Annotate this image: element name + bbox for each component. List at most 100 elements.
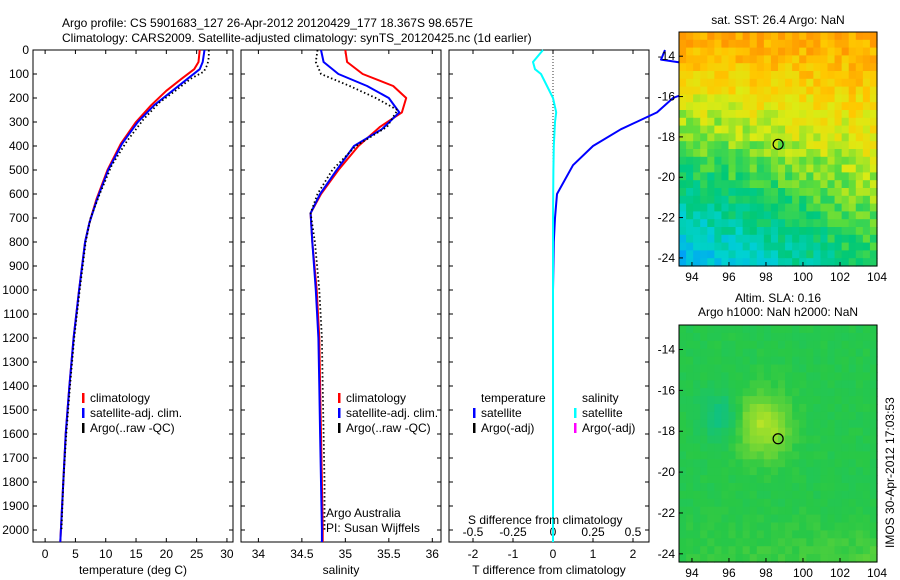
map-cell <box>735 55 744 64</box>
map-cell <box>841 538 850 547</box>
map-cell <box>806 242 814 251</box>
map-cell <box>686 396 694 405</box>
map-cell <box>714 483 723 492</box>
map-cell <box>742 467 751 476</box>
map-cell <box>778 203 786 212</box>
map-cell <box>686 380 694 389</box>
map-cell <box>756 411 765 421</box>
legend-label-climatology: climatology <box>346 391 406 405</box>
map-cell <box>686 78 694 88</box>
map-cell <box>820 451 829 460</box>
map-cell <box>735 451 744 460</box>
x-tick-label: 0 <box>42 547 49 561</box>
map-cell <box>820 39 829 49</box>
map-cell <box>693 242 701 251</box>
map-cell <box>770 164 779 173</box>
map-cell <box>728 133 737 142</box>
map-cell <box>848 388 857 397</box>
map-cell <box>770 133 779 142</box>
map-cell <box>721 435 730 445</box>
map-cell <box>693 149 701 158</box>
map-cell <box>700 149 708 158</box>
map-cell <box>742 227 751 236</box>
map-cell <box>749 86 758 95</box>
map-cell <box>827 332 836 342</box>
map-cell <box>785 435 793 445</box>
map-cell <box>820 475 829 484</box>
map-cell <box>735 141 744 150</box>
map-cell <box>735 63 744 72</box>
map-cell <box>862 419 871 429</box>
map-cell <box>749 195 758 205</box>
map-cell <box>799 404 807 413</box>
map-cell <box>700 55 708 64</box>
map-cell <box>820 102 829 111</box>
map-cell <box>770 372 779 381</box>
y-tick-label: 400 <box>9 139 29 153</box>
map-cell <box>749 483 758 492</box>
map-cell <box>869 149 878 158</box>
map-cell <box>834 404 843 413</box>
map-cell <box>848 404 857 413</box>
map-cell <box>770 340 779 350</box>
map-cell <box>707 325 715 334</box>
map-cell <box>820 149 829 158</box>
map-cell <box>778 234 786 244</box>
map-cell <box>813 47 822 56</box>
map-cell <box>806 459 814 468</box>
map-cell <box>792 388 800 397</box>
map-cell <box>827 55 836 64</box>
map-cell <box>806 149 814 158</box>
map-cell <box>735 372 744 381</box>
map-cell <box>686 411 694 421</box>
map-cell <box>806 451 814 460</box>
map-cell <box>686 55 694 64</box>
map-cell <box>855 203 864 212</box>
map-cell <box>714 506 723 516</box>
map-cell <box>700 554 708 563</box>
map-cell <box>721 498 730 508</box>
map-cell <box>714 86 723 95</box>
map-cell <box>686 71 694 80</box>
map-cell <box>693 211 701 220</box>
map-cell <box>721 380 730 389</box>
map-cell <box>785 490 793 500</box>
map-cell <box>848 94 857 103</box>
map-cell <box>756 63 765 72</box>
map-cell <box>728 498 737 508</box>
map-cell <box>735 211 744 220</box>
map-cell <box>799 356 807 366</box>
map-cell <box>742 538 751 547</box>
map-cell <box>813 475 822 484</box>
map-cell <box>749 172 758 181</box>
map-cell <box>869 86 878 95</box>
map-cell <box>848 156 857 166</box>
map-cell <box>763 404 772 413</box>
map-cell <box>763 475 772 484</box>
map-cell <box>778 172 786 181</box>
map-cell <box>679 443 687 452</box>
map-cell <box>827 443 836 452</box>
map-cell <box>848 117 857 127</box>
map-cell <box>742 234 751 244</box>
map-cell <box>869 467 878 476</box>
map-x-tick-label: 100 <box>793 566 813 580</box>
map-cell <box>785 467 793 476</box>
map-cell <box>869 172 878 181</box>
map-cell <box>792 356 800 366</box>
map-cell <box>820 78 829 88</box>
map-cell <box>778 219 786 228</box>
map-cell <box>813 211 822 220</box>
map-cell <box>820 522 829 531</box>
map-cell <box>862 149 871 158</box>
map-cell <box>813 86 822 95</box>
map-cell <box>848 133 857 142</box>
map-cell <box>827 325 836 334</box>
map-cell <box>869 110 878 119</box>
map-cell <box>785 188 793 197</box>
map-cell <box>721 172 730 181</box>
map-cell <box>735 427 744 437</box>
map-cell <box>855 325 864 334</box>
series-line-argo-raw-qc- <box>309 49 399 530</box>
map-cell <box>792 250 800 259</box>
